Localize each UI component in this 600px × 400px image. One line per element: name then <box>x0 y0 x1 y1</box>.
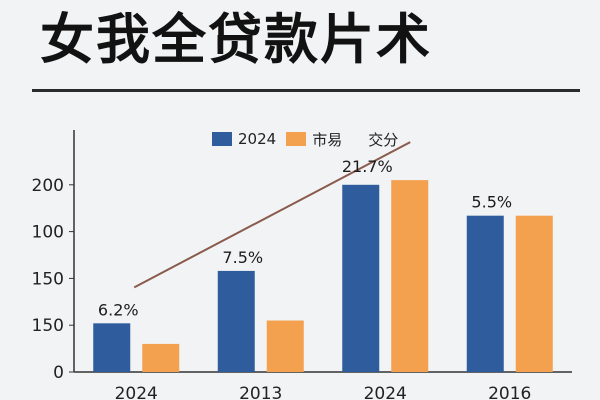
y-tick-label: 200 <box>32 176 64 196</box>
bar <box>266 320 304 372</box>
legend-item-series-1: 2024 <box>212 130 276 148</box>
bar <box>217 270 255 372</box>
bar <box>342 184 380 372</box>
page-title: 女我全贷款片术 <box>40 8 432 71</box>
y-tick-label: 100 <box>32 223 64 243</box>
y-tick-label: 150 <box>32 269 64 289</box>
chart-legend: 2024 市易 交分 <box>212 129 398 149</box>
data-label: 7.5% <box>222 248 263 267</box>
data-label: 6.2% <box>98 300 139 319</box>
y-tick-label: 150 <box>32 316 64 336</box>
bar <box>142 343 180 372</box>
legend-swatch-series-1 <box>212 132 232 146</box>
data-labels: 6.2% 7.5% 21.7% 5.5% <box>98 157 512 319</box>
legend-swatch-series-2 <box>286 132 307 146</box>
x-tick-label: 2024 <box>115 384 158 400</box>
y-axis: 0 150 150 100 200 <box>32 130 75 383</box>
y-tick-label: 0 <box>53 363 64 383</box>
x-tick-label: 2024 <box>364 384 407 400</box>
title-divider <box>32 89 580 92</box>
data-label: 21.7% <box>342 157 393 176</box>
trend-line <box>133 141 411 289</box>
x-tick-label: 2016 <box>488 384 531 400</box>
bar <box>515 215 553 372</box>
legend-extra-text: 交分 <box>368 130 399 149</box>
legend-label-series-1: 2024 <box>238 130 277 148</box>
x-tick-label: 2013 <box>239 384 282 400</box>
legend-label-series-2: 市易 <box>312 130 343 149</box>
legend-item-series-2: 市易 <box>286 129 342 150</box>
bar <box>93 323 131 372</box>
trend <box>133 141 411 289</box>
x-axis: 2024 2013 2024 2016 <box>74 371 572 400</box>
bar <box>466 215 504 372</box>
bars <box>93 180 553 372</box>
data-label: 5.5% <box>471 193 512 212</box>
bar <box>391 180 429 372</box>
